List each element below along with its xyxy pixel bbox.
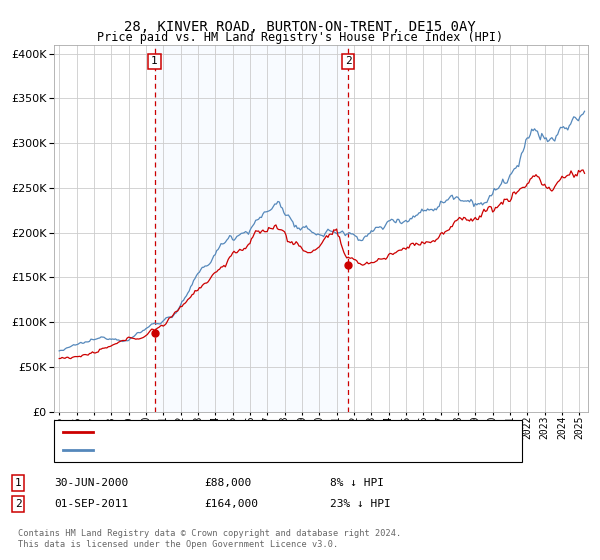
Bar <box>155 45 348 412</box>
Text: HPI: Average price, detached house, East Staffordshire: HPI: Average price, detached house, East… <box>97 445 434 455</box>
Text: 01-SEP-2011: 01-SEP-2011 <box>54 499 128 509</box>
Text: 30-JUN-2000: 30-JUN-2000 <box>54 478 128 488</box>
Text: £164,000: £164,000 <box>204 499 258 509</box>
Text: 8% ↓ HPI: 8% ↓ HPI <box>330 478 384 488</box>
Text: 2: 2 <box>345 57 352 66</box>
Text: 2: 2 <box>14 499 22 509</box>
Text: 28, KINVER ROAD, BURTON-ON-TRENT, DE15 0AY (detached house): 28, KINVER ROAD, BURTON-ON-TRENT, DE15 0… <box>97 427 466 437</box>
Text: £88,000: £88,000 <box>204 478 251 488</box>
Text: 23% ↓ HPI: 23% ↓ HPI <box>330 499 391 509</box>
Text: 1: 1 <box>14 478 22 488</box>
Text: 28, KINVER ROAD, BURTON-ON-TRENT, DE15 0AY: 28, KINVER ROAD, BURTON-ON-TRENT, DE15 0… <box>124 20 476 34</box>
Text: Price paid vs. HM Land Registry's House Price Index (HPI): Price paid vs. HM Land Registry's House … <box>97 31 503 44</box>
Text: 1: 1 <box>151 57 158 66</box>
Text: Contains HM Land Registry data © Crown copyright and database right 2024.
This d: Contains HM Land Registry data © Crown c… <box>18 529 401 549</box>
